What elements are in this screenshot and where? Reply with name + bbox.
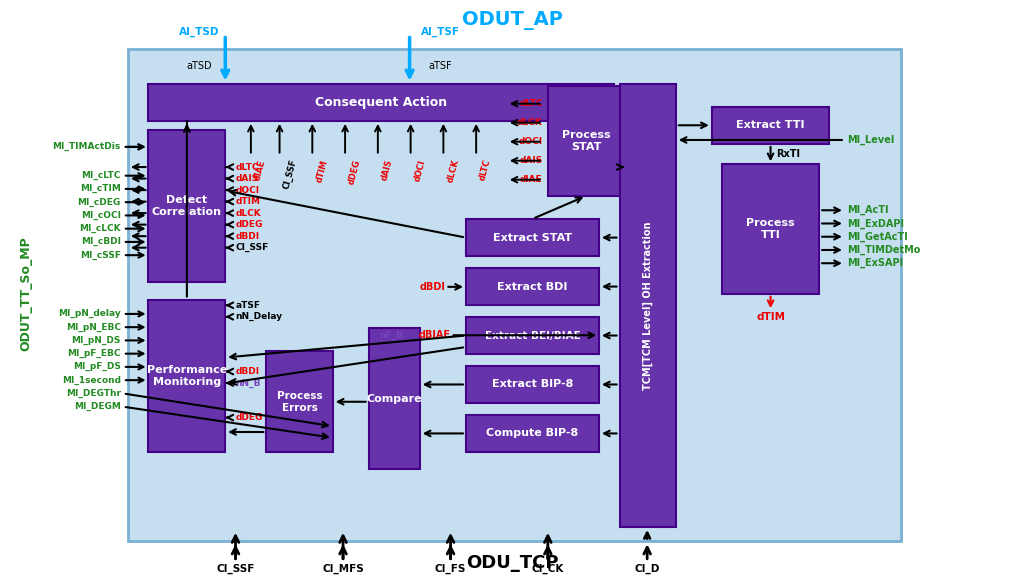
Text: ODUT_TT_So_MP: ODUT_TT_So_MP xyxy=(19,236,32,351)
Text: MI_DEGThr: MI_DEGThr xyxy=(66,389,121,398)
Text: nN_B: nN_B xyxy=(236,378,261,388)
Text: Defect
Correlation: Defect Correlation xyxy=(152,195,222,217)
Text: aTSF: aTSF xyxy=(428,61,453,71)
Text: MI_cDEG: MI_cDEG xyxy=(78,198,121,207)
Text: MI_1second: MI_1second xyxy=(61,376,121,385)
FancyBboxPatch shape xyxy=(712,107,829,144)
Text: dBDI: dBDI xyxy=(236,232,260,241)
Text: AI_TSF: AI_TSF xyxy=(421,26,460,37)
Text: dOCI: dOCI xyxy=(518,137,543,146)
FancyBboxPatch shape xyxy=(148,84,614,121)
Text: Compute BIP-8: Compute BIP-8 xyxy=(486,429,579,438)
Text: dLTC: dLTC xyxy=(519,99,543,108)
FancyBboxPatch shape xyxy=(548,86,625,196)
Text: nN_Delay: nN_Delay xyxy=(236,312,283,321)
Text: aTSF: aTSF xyxy=(236,301,260,310)
Text: dTIM: dTIM xyxy=(314,158,329,183)
Text: MI_AcTI: MI_AcTI xyxy=(847,205,889,215)
Text: MI_cBDI: MI_cBDI xyxy=(81,237,121,247)
Text: MI_cOCI: MI_cOCI xyxy=(81,211,121,220)
Text: nF_B: nF_B xyxy=(379,331,402,340)
Text: ODU_TCP: ODU_TCP xyxy=(466,554,558,573)
Text: dBDI: dBDI xyxy=(420,282,445,292)
Text: MI_cLTC: MI_cLTC xyxy=(82,171,121,180)
Text: dTIM: dTIM xyxy=(236,197,260,206)
FancyBboxPatch shape xyxy=(466,317,599,354)
FancyBboxPatch shape xyxy=(148,300,225,452)
Text: ODUT_AP: ODUT_AP xyxy=(462,11,562,29)
Text: dOCI: dOCI xyxy=(236,185,260,195)
Text: Extract BEI/BIAE: Extract BEI/BIAE xyxy=(484,331,581,340)
Text: MI_pN_DS: MI_pN_DS xyxy=(72,336,121,345)
Text: dLCK: dLCK xyxy=(236,209,261,218)
Text: MI_GetAcTI: MI_GetAcTI xyxy=(847,232,907,242)
Text: dBDI: dBDI xyxy=(236,367,260,376)
Text: MI_ExSAPI: MI_ExSAPI xyxy=(847,258,903,268)
Text: MI_TIMActDis: MI_TIMActDis xyxy=(52,142,121,151)
Text: Consequent Action: Consequent Action xyxy=(315,96,447,109)
FancyBboxPatch shape xyxy=(466,268,599,305)
Text: MI_cLCK: MI_cLCK xyxy=(79,224,121,233)
Text: TCM[TCM Level] OH Extraction: TCM[TCM Level] OH Extraction xyxy=(642,221,653,389)
Text: MI_pF_EBC: MI_pF_EBC xyxy=(68,349,121,358)
Text: Process
TTI: Process TTI xyxy=(746,218,795,240)
Text: dLCK: dLCK xyxy=(445,158,460,184)
Text: MI_cSSF: MI_cSSF xyxy=(80,251,121,260)
Text: dTIM: dTIM xyxy=(756,312,785,322)
FancyBboxPatch shape xyxy=(148,130,225,282)
Text: dDEG: dDEG xyxy=(236,413,263,422)
Text: dLCK: dLCK xyxy=(517,118,543,127)
FancyBboxPatch shape xyxy=(266,351,333,452)
Text: Process
Errors: Process Errors xyxy=(276,391,323,412)
Text: MI_pF_DS: MI_pF_DS xyxy=(73,362,121,372)
Text: dLTC: dLTC xyxy=(236,162,259,172)
Text: CI_MFS: CI_MFS xyxy=(323,564,364,574)
Text: CI_SSF: CI_SSF xyxy=(216,564,255,574)
Text: Extract STAT: Extract STAT xyxy=(493,233,572,242)
Text: dDEG: dDEG xyxy=(236,220,263,229)
Text: CI_CK: CI_CK xyxy=(531,564,564,574)
Text: dDEG: dDEG xyxy=(347,158,362,185)
Text: Extract BIP-8: Extract BIP-8 xyxy=(492,380,573,389)
Text: dAIS: dAIS xyxy=(380,158,394,181)
FancyBboxPatch shape xyxy=(128,49,901,541)
Text: Performance
Monitoring: Performance Monitoring xyxy=(146,365,227,386)
Text: MI_TIMDetMo: MI_TIMDetMo xyxy=(847,245,921,255)
Text: Extract BDI: Extract BDI xyxy=(498,282,567,291)
Text: CI_D: CI_D xyxy=(635,564,659,574)
Text: AI_TSD: AI_TSD xyxy=(179,26,220,37)
Text: dAIS: dAIS xyxy=(236,174,259,183)
Text: Compare: Compare xyxy=(367,394,422,404)
Text: aTSD: aTSD xyxy=(186,61,213,71)
Text: Extract TTI: Extract TTI xyxy=(736,120,805,130)
Text: dAIS: dAIS xyxy=(519,156,543,165)
Text: dBIAE: dBIAE xyxy=(419,330,451,340)
FancyBboxPatch shape xyxy=(466,219,599,256)
Text: CI_SSF: CI_SSF xyxy=(236,243,268,252)
Text: dlAE: dlAE xyxy=(520,175,543,184)
Text: MI_pN_delay: MI_pN_delay xyxy=(58,309,121,319)
FancyBboxPatch shape xyxy=(466,415,599,452)
FancyBboxPatch shape xyxy=(369,328,420,469)
Text: MI_Level: MI_Level xyxy=(847,135,894,145)
Text: CI_SSF: CI_SSF xyxy=(282,158,298,190)
FancyBboxPatch shape xyxy=(722,164,819,294)
Text: MI_cTIM: MI_cTIM xyxy=(80,184,121,194)
Text: dOCI: dOCI xyxy=(413,158,427,182)
FancyBboxPatch shape xyxy=(620,84,676,527)
Text: CI_FS: CI_FS xyxy=(435,564,466,574)
Text: dIAE: dIAE xyxy=(253,158,267,181)
FancyBboxPatch shape xyxy=(466,366,599,403)
Text: MI_ExDAPI: MI_ExDAPI xyxy=(847,218,904,229)
Text: MI_pN_EBC: MI_pN_EBC xyxy=(66,323,121,332)
Text: dLTC: dLTC xyxy=(478,158,493,182)
Text: Process
STAT: Process STAT xyxy=(562,130,610,152)
Text: MI_DEGM: MI_DEGM xyxy=(74,402,121,411)
Text: RxTI: RxTI xyxy=(776,149,800,159)
